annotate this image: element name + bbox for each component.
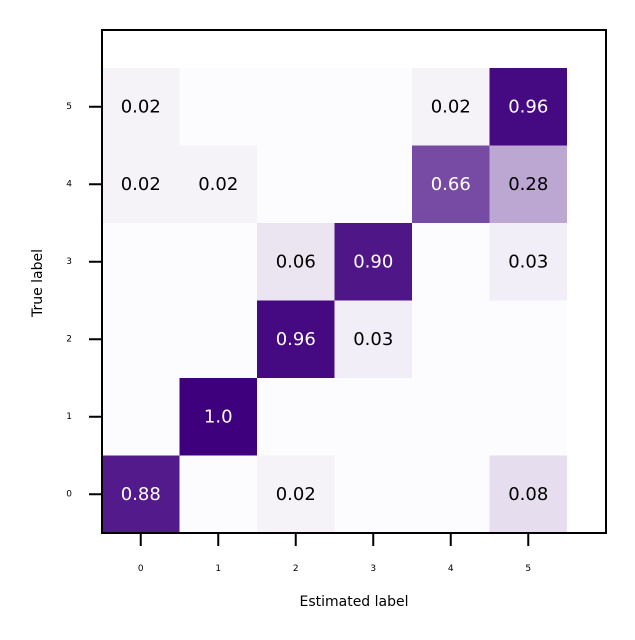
x-tick-label: 5 [525, 564, 531, 574]
heatmap-cell [334, 455, 412, 533]
cell-value-label: 0.66 [431, 174, 471, 195]
heatmap-cell [412, 300, 490, 378]
cell-value-label: 1.0 [204, 406, 233, 427]
x-axis-label: Estimated label [299, 594, 408, 610]
cell-value-label: 0.03 [508, 251, 548, 272]
heatmap-cell [257, 455, 335, 533]
y-tick-label: 3 [66, 257, 72, 267]
x-tick-label: 3 [370, 564, 376, 574]
x-tick-label: 2 [293, 564, 299, 574]
heatmap-cell [412, 455, 490, 533]
heatmap-cell [334, 145, 412, 223]
heatmap-cell [412, 223, 490, 301]
x-axis-ticks: 0 1 2 3 4 5 [138, 533, 531, 574]
y-tick-label: 5 [66, 102, 72, 112]
heatmap-cell [179, 300, 257, 378]
heatmap-cell [489, 145, 567, 223]
heatmap-cells [102, 68, 567, 533]
heatmap-cell [179, 378, 257, 456]
cell-value-label: 0.03 [353, 329, 393, 350]
heatmap-cell [489, 300, 567, 378]
heatmap-cell [179, 223, 257, 301]
cell-value-label: 0.90 [353, 251, 393, 272]
heatmap-cell [412, 145, 490, 223]
y-axis-label: True label [30, 249, 46, 318]
heatmap-cell [412, 378, 490, 456]
heatmap-cell [489, 223, 567, 301]
heatmap-cell [257, 68, 335, 146]
y-tick-label: 4 [66, 179, 72, 189]
heatmap-cell [102, 68, 180, 146]
cell-value-label: 0.28 [508, 174, 548, 195]
heatmap-cell [334, 68, 412, 146]
heatmap-cell [334, 378, 412, 456]
y-tick-label: 0 [66, 489, 72, 499]
heatmap-cell [334, 223, 412, 301]
heatmap-cell [412, 68, 490, 146]
x-tick-label: 0 [138, 564, 144, 574]
cell-value-label: 0.02 [198, 174, 238, 195]
y-tick-label: 2 [66, 334, 72, 344]
heatmap-cell [489, 68, 567, 146]
heatmap-cell [102, 223, 180, 301]
cell-value-label: 0.96 [276, 329, 316, 350]
heatmap-cell [102, 300, 180, 378]
cell-value-label: 0.02 [431, 96, 471, 117]
heatmap-cell [257, 145, 335, 223]
heatmap-cell [179, 68, 257, 146]
heatmap-cell-labels: 0.88 0.02 0.08 1.0 0.96 0.03 0.06 0.90 0.03 0.02 0… [121, 96, 549, 505]
plot-frame [101, 29, 607, 534]
x-tick-label: 1 [215, 564, 221, 574]
cell-value-label: 0.02 [121, 174, 161, 195]
cell-value-label: 0.96 [508, 96, 548, 117]
heatmap-cell [334, 300, 412, 378]
heatmap-cell [102, 378, 180, 456]
cell-value-label: 0.88 [121, 484, 161, 505]
heatmap-cell [257, 223, 335, 301]
cell-value-label: 0.02 [121, 96, 161, 117]
heatmap-cell [179, 455, 257, 533]
cell-value-label: 0.06 [276, 251, 316, 272]
y-tick-label: 1 [66, 412, 72, 422]
heatmap-cell [257, 300, 335, 378]
cell-value-label: 0.02 [276, 484, 316, 505]
y-axis-ticks: 0 1 2 3 4 5 [66, 102, 102, 499]
heatmap-cell [179, 145, 257, 223]
heatmap-cell [257, 378, 335, 456]
heatmap-cell [102, 145, 180, 223]
heatmap-cell [489, 378, 567, 456]
heatmap-cell [489, 455, 567, 533]
x-tick-label: 4 [448, 564, 454, 574]
cell-value-label: 0.08 [508, 484, 548, 505]
heatmap-cell [102, 455, 180, 533]
